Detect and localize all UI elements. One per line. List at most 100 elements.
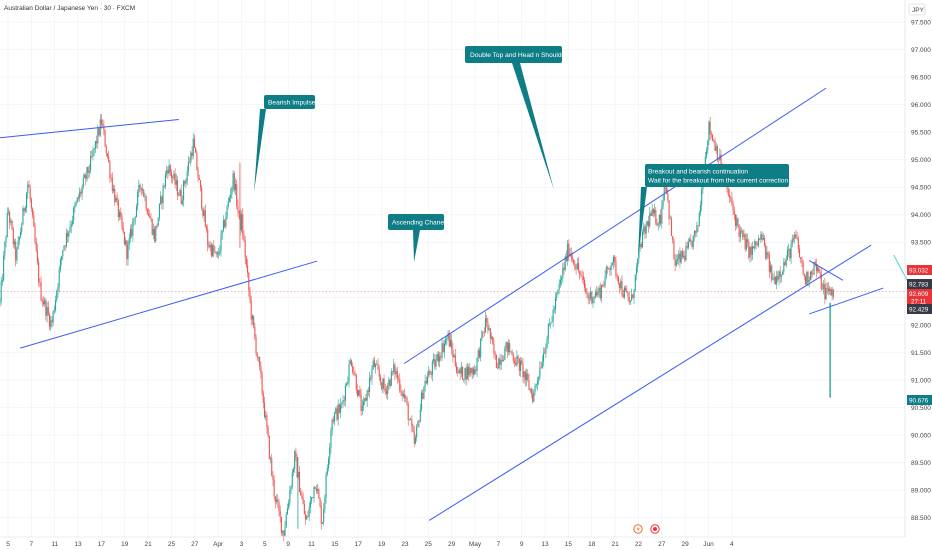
- candle-body: [214, 251, 216, 253]
- candle-body: [6, 212, 8, 237]
- candle-body: [272, 475, 274, 480]
- candle-body: [465, 368, 467, 380]
- candle-body: [7, 212, 10, 213]
- candle-body: [191, 152, 193, 156]
- candle-body: [330, 431, 332, 448]
- candle-body: [390, 371, 392, 387]
- candle-body: [788, 249, 790, 251]
- event-marker-news[interactable]: [650, 524, 660, 534]
- candle-body: [661, 206, 663, 224]
- tag-text: 90.676: [909, 398, 929, 405]
- tag-box: [907, 265, 932, 275]
- candle-body: [672, 236, 674, 241]
- event-marker-dividend[interactable]: [633, 524, 643, 534]
- candle-body: [268, 436, 270, 459]
- candle-body: [127, 244, 129, 260]
- candle-body: [126, 240, 128, 260]
- note-ascending-channel[interactable]: Ascending Chanel: [388, 214, 446, 262]
- candle-body: [535, 384, 537, 386]
- candle-body: [786, 250, 788, 260]
- candle-body: [384, 388, 386, 391]
- candle-body: [67, 232, 69, 237]
- candle-body: [556, 293, 558, 298]
- candle-body: [518, 358, 520, 371]
- candle-body: [166, 170, 168, 175]
- candle-body: [9, 212, 11, 223]
- candle-body: [720, 154, 722, 170]
- time-axis[interactable]: 5 7 11 13 17 19 21 25 27 Apr 3 5 9 11 15 17 19 23 25 29 May 7…: [0, 536, 905, 548]
- candle-body: [260, 366, 262, 374]
- candle-body: [86, 166, 88, 180]
- candle-body: [806, 271, 808, 285]
- candle-body: [326, 468, 328, 475]
- candle-body: [242, 214, 244, 236]
- candle-body: [621, 280, 623, 295]
- candle-body: [148, 213, 150, 216]
- candle-body: [657, 223, 659, 226]
- candle-body: [614, 257, 616, 262]
- candle-body: [464, 368, 466, 380]
- candle-body: [398, 378, 400, 380]
- candle-body: [40, 282, 42, 301]
- currency-badge[interactable]: JPY: [908, 3, 926, 16]
- candle-body: [505, 341, 507, 349]
- candle-body: [545, 347, 547, 354]
- candle-body: [343, 400, 345, 401]
- candle-body: [187, 162, 189, 172]
- candle-body: [379, 376, 381, 383]
- candle-body: [808, 280, 810, 283]
- candle-body: [193, 138, 195, 148]
- candle-body: [597, 291, 599, 296]
- candle-body: [220, 234, 222, 251]
- candle-body: [785, 259, 787, 265]
- candle-body: [585, 287, 587, 293]
- candle-body: [753, 246, 755, 249]
- candle-body: [295, 451, 297, 458]
- symbol-title: Australian Dollar / Japanese Yen · 30 · …: [4, 5, 135, 12]
- candle-body: [708, 121, 710, 141]
- price-tick-label: 91.000: [911, 377, 931, 384]
- candle-body: [546, 338, 548, 348]
- note-breakout[interactable]: Breakout and bearish continuation Wait f…: [638, 164, 789, 258]
- candle-body: [528, 379, 530, 390]
- lightning-icon: [636, 526, 640, 532]
- candle-body: [254, 326, 256, 338]
- candle-body: [742, 230, 744, 238]
- candle-body: [76, 197, 78, 203]
- candle-body: [429, 370, 431, 374]
- price-axis[interactable]: 97.500 97.000 96.500 96.000 95.500 95.000 94.5…: [904, 0, 931, 537]
- candle-body: [552, 309, 554, 322]
- tag-price: 92.609: [909, 291, 929, 298]
- candle-body: [480, 338, 482, 358]
- time-tick-label: 9: [520, 541, 524, 548]
- candle-body: [623, 287, 625, 298]
- candle-body: [179, 190, 181, 196]
- candle-body: [754, 241, 756, 249]
- candle-body: [112, 188, 115, 191]
- candle-body: [797, 239, 799, 249]
- candle-body: [681, 250, 683, 257]
- candle-body: [670, 218, 673, 237]
- candle-body: [51, 320, 53, 323]
- candle-body: [39, 281, 41, 283]
- candle-body: [119, 211, 121, 218]
- candle-body: [164, 174, 167, 187]
- time-tick-label: 17: [355, 541, 363, 548]
- price-tag-last: 93.032: [907, 265, 932, 275]
- candle-body: [208, 245, 210, 248]
- candle-body: [226, 206, 228, 218]
- note-double-top[interactable]: Double Top and Head n Shoulder: [465, 46, 568, 190]
- candle-body: [574, 263, 576, 269]
- candle-body: [745, 239, 747, 250]
- candle-body: [478, 350, 481, 358]
- candle-body: [420, 392, 423, 410]
- time-tick-label: 29: [682, 541, 690, 548]
- candle-body: [748, 242, 750, 258]
- candle-body: [149, 215, 151, 218]
- candle-body: [453, 355, 455, 358]
- price-tick-label: 96.500: [911, 74, 931, 81]
- time-tick-label: 27: [191, 541, 199, 548]
- note-bearish-impulse[interactable]: Bearish Impulse: [254, 95, 316, 192]
